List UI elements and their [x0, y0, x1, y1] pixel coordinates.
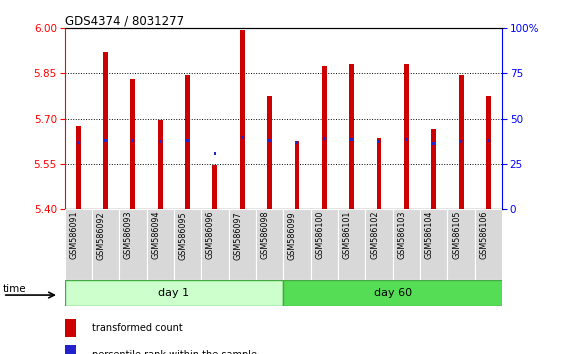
Bar	[65, 209, 92, 280]
Bar	[448, 209, 475, 280]
Bar	[351, 138, 353, 142]
Bar	[283, 280, 516, 306]
Bar	[338, 209, 365, 280]
Bar	[393, 209, 420, 280]
Text: GSM586095: GSM586095	[178, 211, 187, 259]
Bar	[296, 141, 298, 144]
Text: GSM586093: GSM586093	[124, 211, 133, 259]
Bar	[201, 209, 229, 280]
Bar	[132, 139, 134, 142]
Bar	[186, 139, 189, 142]
Bar	[146, 209, 174, 280]
Bar	[65, 280, 283, 306]
Bar	[103, 52, 108, 209]
Bar	[241, 136, 243, 139]
Text: GDS4374 / 8031277: GDS4374 / 8031277	[65, 14, 183, 27]
Text: GSM586099: GSM586099	[288, 211, 297, 259]
Text: transformed count: transformed count	[91, 323, 182, 333]
Text: GSM586104: GSM586104	[425, 211, 434, 259]
Bar	[159, 140, 162, 143]
Bar	[267, 96, 272, 209]
Bar	[213, 165, 218, 209]
Bar	[268, 139, 271, 142]
Text: percentile rank within the sample: percentile rank within the sample	[91, 350, 256, 354]
Text: GSM586091: GSM586091	[69, 211, 78, 259]
Text: GSM586100: GSM586100	[315, 211, 324, 259]
Bar	[322, 66, 327, 209]
Bar	[487, 139, 490, 142]
Text: GSM586105: GSM586105	[452, 211, 461, 259]
Bar	[405, 138, 408, 141]
Bar	[104, 139, 107, 142]
Bar	[158, 120, 163, 209]
Bar	[214, 152, 216, 155]
Bar	[376, 138, 381, 209]
Text: GSM586106: GSM586106	[480, 211, 489, 259]
Bar	[486, 96, 491, 209]
Bar	[420, 209, 448, 280]
Bar	[283, 209, 311, 280]
Bar	[240, 30, 245, 209]
Bar	[433, 142, 435, 145]
Bar	[65, 345, 76, 354]
Text: GSM586092: GSM586092	[96, 211, 105, 259]
Bar	[431, 129, 436, 209]
Text: day 60: day 60	[374, 288, 412, 298]
Bar	[229, 209, 256, 280]
Bar	[458, 75, 463, 209]
Bar	[365, 209, 393, 280]
Bar	[311, 209, 338, 280]
Bar	[349, 64, 354, 209]
Bar	[65, 319, 76, 337]
Bar	[460, 140, 462, 143]
Bar	[92, 209, 119, 280]
Text: day 1: day 1	[158, 288, 190, 298]
Text: GSM586094: GSM586094	[151, 211, 160, 259]
Bar	[130, 80, 135, 209]
Bar	[323, 137, 325, 140]
Text: time: time	[3, 284, 26, 295]
Text: GSM586097: GSM586097	[233, 211, 242, 259]
Bar	[404, 64, 409, 209]
Text: GSM586102: GSM586102	[370, 211, 379, 259]
Bar	[119, 209, 146, 280]
Bar	[185, 75, 190, 209]
Bar	[76, 126, 81, 209]
Bar	[475, 209, 502, 280]
Bar	[77, 141, 80, 144]
Text: GSM586103: GSM586103	[397, 211, 406, 259]
Bar	[295, 141, 300, 209]
Text: GSM586101: GSM586101	[343, 211, 352, 259]
Bar	[256, 209, 283, 280]
Bar	[378, 140, 380, 143]
Bar	[174, 209, 201, 280]
Text: GSM586096: GSM586096	[206, 211, 215, 259]
Text: GSM586098: GSM586098	[261, 211, 270, 259]
